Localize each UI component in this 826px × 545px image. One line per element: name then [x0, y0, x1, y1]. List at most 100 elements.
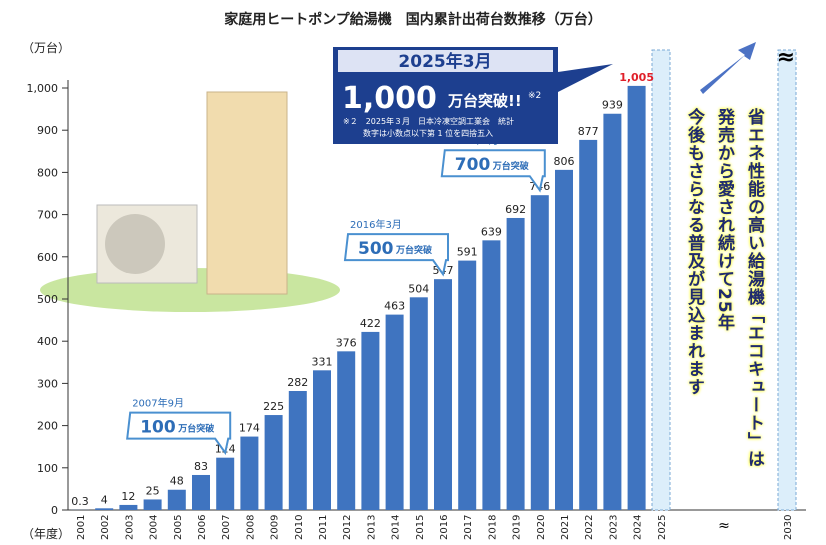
side-text-2: 発売から愛され続けて25年: [714, 108, 734, 332]
axis-break-icon: ≈: [718, 518, 730, 534]
data-label: 282: [287, 376, 308, 389]
axis-break-top-icon: ≈: [777, 45, 795, 70]
y-tick-label: 200: [37, 420, 58, 433]
x-tick-label: 2023: [608, 515, 619, 540]
x-tick-label: 2015: [415, 515, 426, 540]
bar: [167, 489, 186, 510]
future-column: [777, 49, 797, 511]
x-tick-label: 2001: [76, 515, 87, 540]
side-text-3: 今後もさらなる普及が見込まれます: [684, 108, 704, 396]
data-label: 639: [481, 225, 502, 238]
x-tick-label: 2002: [100, 515, 111, 540]
callout-value: 700: [455, 155, 491, 175]
data-label: 225: [263, 400, 284, 413]
y-tick-label: 1,000: [27, 82, 59, 95]
bar: [240, 436, 259, 510]
bar: [482, 240, 501, 511]
x-tick-label: 2013: [366, 515, 377, 540]
main-callout-note2: 数字は小数点以下第 1 位を四捨五入: [363, 128, 493, 138]
bar: [555, 169, 573, 511]
callout-box: [126, 411, 232, 456]
x-tick-label: 2024: [633, 515, 644, 540]
x-tick-label: 2008: [245, 515, 256, 540]
data-label: 463: [384, 300, 405, 313]
bar: [434, 279, 452, 510]
callout-unit: 万台突破: [395, 244, 433, 256]
data-label: 48: [170, 475, 184, 488]
callout-date: 2016年3月: [350, 218, 402, 231]
bar: [530, 195, 549, 511]
bar: [119, 504, 138, 510]
bar: [288, 390, 307, 510]
x-tick-label: 2005: [173, 515, 184, 540]
data-label: 692: [505, 203, 526, 216]
x-tick-label: 2030: [783, 515, 794, 540]
x-tick-label: 2016: [439, 515, 450, 540]
bar: [458, 260, 477, 510]
data-label: 806: [554, 155, 575, 168]
data-label: 504: [408, 282, 429, 295]
x-tick-label: 2021: [560, 515, 571, 540]
data-label: 83: [194, 460, 208, 473]
bar: [337, 351, 356, 510]
data-label: 331: [312, 355, 333, 368]
x-tick-label: 2020: [536, 515, 547, 540]
data-label: 877: [578, 125, 599, 138]
callout-date: 2007年9月: [132, 397, 184, 410]
y-tick-label: 800: [37, 166, 58, 179]
main-callout-unit: 万台突破!!: [447, 92, 522, 110]
x-tick-label: 2007: [221, 515, 232, 540]
x-tick-label: 2022: [584, 515, 595, 540]
y-axis-label: （万台）: [22, 40, 70, 55]
bar: [409, 297, 428, 510]
y-tick-label: 300: [37, 377, 58, 390]
y-tick-label: 500: [37, 293, 58, 306]
y-tick-label: 900: [37, 124, 58, 137]
callout-value: 100: [140, 418, 176, 438]
y-tick-label: 600: [37, 251, 58, 264]
fan-icon: [105, 214, 165, 274]
data-label: 591: [457, 246, 478, 259]
main-callout-date: 2025年3月: [398, 51, 491, 72]
main-callout-header: [338, 50, 553, 72]
x-tick-label: 2014: [391, 515, 402, 540]
bar: [385, 314, 404, 510]
x-tick-label: 2025: [657, 515, 668, 540]
chart-title: 家庭用ヒートポンプ給湯機 国内累計出荷台数推移（万台）: [224, 11, 602, 28]
y-tick-label: 0: [51, 504, 58, 517]
bar: [95, 508, 114, 510]
bar: [603, 113, 622, 510]
x-tick-label: 2006: [197, 515, 208, 540]
main-callout-note-mark: ※2: [528, 91, 541, 101]
callout-unit: 万台突破: [492, 160, 530, 172]
x-tick-label: 2010: [294, 515, 305, 540]
y-tick-label: 400: [37, 335, 58, 348]
data-label: 939: [602, 99, 623, 112]
x-tick-label: 2003: [124, 515, 135, 540]
future-column: [651, 49, 671, 511]
data-label: 422: [360, 317, 381, 330]
data-label: 0.3: [71, 495, 89, 508]
bar: [579, 139, 598, 510]
bar: [216, 457, 235, 510]
bar: [264, 415, 283, 510]
x-tick-label: 2019: [512, 515, 523, 540]
y-tick-label: 100: [37, 462, 58, 475]
x-tick-label: 2018: [487, 515, 498, 540]
arrow-icon: [700, 42, 756, 94]
data-label: 4: [101, 493, 108, 506]
bar: [143, 499, 162, 510]
callout-box: [343, 233, 449, 277]
bar: [361, 331, 380, 510]
data-label: 376: [336, 336, 357, 349]
data-label: 174: [239, 422, 260, 435]
x-axis-label: （年度）: [22, 526, 70, 541]
data-label: 12: [121, 490, 135, 503]
callout-box: [440, 149, 546, 193]
bar: [313, 370, 331, 510]
x-tick-label: 2004: [149, 515, 160, 540]
main-callout-note1: ※２ 2025年３月 日本冷凍空調工業会 統計: [343, 116, 514, 126]
y-tick-label: 700: [37, 209, 58, 222]
